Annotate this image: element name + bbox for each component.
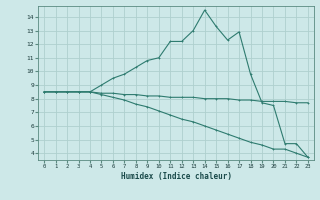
X-axis label: Humidex (Indice chaleur): Humidex (Indice chaleur) [121,172,231,181]
